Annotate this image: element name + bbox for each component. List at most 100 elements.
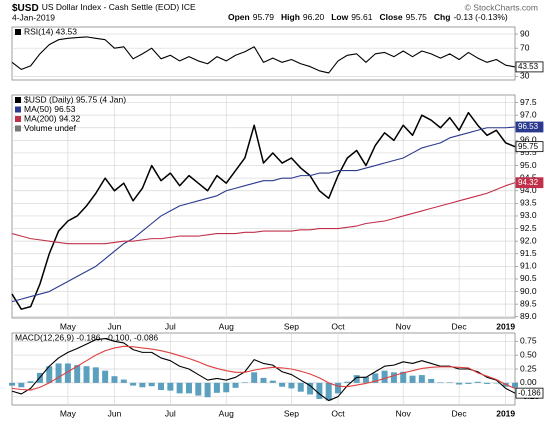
histogram-bar: [418, 375, 425, 383]
header-title: $USD US Dollar Index - Cash Settle (EOD) …: [12, 2, 196, 13]
histogram-bar: [213, 382, 220, 393]
quote-label: Close: [379, 12, 402, 22]
histogram-bar: [111, 376, 118, 383]
histogram-bar: [344, 381, 351, 383]
histogram-bar: [92, 367, 99, 383]
histogram-bar: [409, 375, 416, 383]
y-tick-label: 92.5: [520, 223, 537, 233]
histogram-bar: [83, 366, 90, 383]
x-tick-label: Oct: [331, 321, 345, 331]
legend-label: MA(50) 96.53: [24, 104, 76, 114]
histogram-bar: [465, 382, 472, 384]
y-tick-label: 96.0: [520, 135, 537, 145]
series-line: [11, 36, 516, 74]
histogram-bar: [176, 382, 183, 394]
y-tick-label: 95.5: [520, 147, 537, 157]
histogram-bar: [251, 372, 258, 383]
instrument-name: US Dollar Index - Cash Settle (EOD) ICE: [42, 2, 196, 12]
y-tick-label: 91.5: [520, 248, 537, 258]
x-tick-label: Dec: [452, 408, 468, 418]
histogram-bar: [167, 382, 174, 391]
value-tag-label: 95.75: [518, 142, 539, 151]
panel-label: MACD(12,26,9) -0.186, -0.100, -0.086: [15, 332, 158, 342]
y-tick-label: 70: [520, 42, 530, 52]
histogram-bar: [279, 382, 286, 387]
histogram-bar: [18, 382, 25, 388]
histogram-bar: [9, 382, 15, 386]
quote-label: Chg: [434, 12, 451, 22]
histogram-bar: [484, 382, 491, 384]
histogram-bar: [297, 382, 304, 392]
quote-value: -0.13 (-0.13%): [453, 12, 507, 22]
value-tag: [515, 177, 544, 189]
x-tick-label: Nov: [396, 408, 412, 418]
histogram-bar: [456, 382, 463, 385]
y-tick-label: 0.75: [520, 336, 537, 346]
histogram-bar: [130, 382, 137, 386]
histogram-bar: [64, 363, 71, 383]
quote-label: Open: [228, 12, 250, 22]
histogram-bar: [185, 382, 192, 394]
panel-frame: [11, 94, 516, 319]
y-tick-label: 97.0: [520, 109, 537, 119]
y-tick-label: 93.5: [520, 198, 537, 208]
y-tick-label: 0.50: [520, 349, 537, 359]
x-tick-label: Jul: [165, 321, 176, 331]
series-line: [11, 111, 516, 310]
y-tick-label: 97.5: [520, 97, 537, 107]
x-tick-label: Jun: [108, 408, 122, 418]
source: © StockCharts.com: [465, 2, 538, 12]
histogram-bar: [260, 377, 267, 383]
x-tick-label: Sep: [284, 321, 299, 331]
series-line: [11, 345, 516, 391]
histogram-bar: [493, 382, 500, 384]
x-tick-label: 2019: [496, 408, 515, 418]
value-tag: [515, 61, 544, 73]
histogram-bar: [288, 382, 295, 389]
legend-swatch: [15, 116, 21, 122]
histogram-bar: [204, 382, 211, 398]
histogram-bar: [148, 382, 155, 387]
histogram-bar: [390, 372, 397, 383]
legend-swatch: [15, 97, 21, 103]
histogram-bar: [307, 382, 314, 395]
histogram-bar: [474, 381, 481, 383]
value-tag-label: 96.53: [518, 122, 539, 131]
histogram-bar: [120, 379, 127, 383]
symbol: $USD: [12, 3, 39, 14]
value-tag: [515, 387, 544, 399]
quote: Open 95.79 High 96.20 Low 95.61 Close 95.75 Chg -…: [228, 12, 508, 22]
y-tick-label: 90.5: [520, 273, 537, 283]
x-tick-label: Aug: [219, 321, 234, 331]
series-line: [11, 337, 516, 402]
series-line: [11, 182, 516, 245]
histogram-bar: [241, 382, 248, 383]
legend-label: MA(200) 94.32: [24, 113, 80, 123]
value-tag: [515, 121, 544, 133]
histogram-bar: [102, 370, 109, 383]
legend-swatch: [15, 125, 21, 132]
x-tick-label: Jul: [165, 408, 176, 418]
histogram-bar: [362, 376, 369, 383]
y-tick-label: 93.0: [520, 210, 537, 220]
histogram-bar: [195, 382, 202, 396]
legend-label: $USD (Daily) 95.75 (4 Jan): [24, 94, 126, 104]
histogram-bar: [46, 366, 53, 383]
y-tick-label: 91.0: [520, 261, 537, 271]
histogram-bar: [139, 382, 146, 388]
histogram-bar: [158, 382, 165, 391]
histogram-bar: [316, 382, 323, 399]
histogram-bar: [335, 382, 342, 394]
histogram-bar: [269, 380, 276, 383]
histogram-bar: [381, 370, 388, 383]
quote-value: 95.79: [253, 12, 275, 22]
series-line: [11, 126, 516, 303]
histogram-bar: [27, 381, 34, 383]
legend-label: Volume undef: [24, 123, 77, 133]
y-tick-label: 89.0: [520, 311, 537, 321]
histogram-bar: [428, 378, 435, 383]
value-tag-label: -0.186: [518, 388, 541, 397]
histogram-bar: [55, 363, 62, 383]
y-tick-label: 0.00: [520, 377, 537, 387]
